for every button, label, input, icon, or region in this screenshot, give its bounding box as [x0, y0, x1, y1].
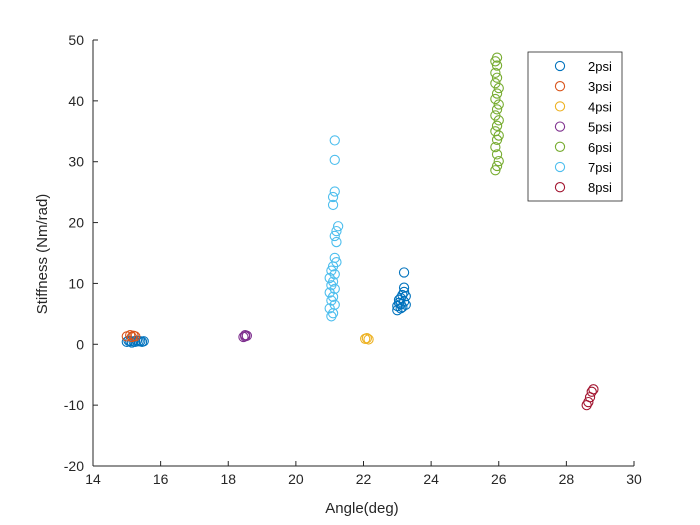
series-5psi [238, 330, 252, 343]
data-point [491, 52, 503, 63]
y-tick-label: 20 [68, 215, 84, 231]
data-point [395, 303, 406, 314]
data-point [331, 256, 342, 268]
legend-label: 8psi [588, 180, 612, 195]
y-tick-label: -20 [64, 458, 84, 474]
legend-label: 2psi [588, 59, 612, 74]
legend-marker [554, 141, 566, 152]
y-tick-label: 40 [68, 93, 84, 109]
data-point [363, 334, 374, 345]
legend-marker [554, 81, 566, 92]
data-point [331, 225, 342, 237]
legend-marker [554, 60, 566, 72]
series-8psi [581, 384, 599, 411]
data-point [490, 165, 501, 176]
data-point [490, 126, 501, 137]
data-point [586, 386, 597, 397]
data-point [490, 67, 501, 79]
plot-area: 14 16 18 20 22 24 26 28 30 -20 -10 0 10 20 30 40 50 [64, 32, 642, 487]
data-point [329, 269, 340, 280]
data-point [490, 93, 501, 105]
data-point [588, 384, 599, 395]
data-point [490, 110, 501, 121]
x-tick-label: 16 [153, 471, 169, 487]
x-tick-label: 26 [491, 471, 507, 487]
data-point [329, 154, 340, 166]
legend-marker [554, 121, 566, 132]
legend-marker [554, 101, 566, 112]
data-point [329, 252, 340, 264]
data-point [126, 331, 138, 343]
data-point [241, 330, 252, 341]
y-tick-label: 50 [68, 32, 84, 48]
legend-label: 5psi [588, 120, 612, 135]
x-axis-title: Angle(deg) [325, 500, 398, 517]
x-tick-label: 28 [559, 471, 575, 487]
data-point [491, 72, 503, 83]
series-2psi [121, 267, 411, 348]
data-point [493, 155, 504, 167]
data-point [398, 286, 410, 298]
legend-marker [554, 161, 566, 173]
x-tick-label: 30 [626, 471, 642, 487]
x-tick-label: 20 [288, 471, 304, 487]
y-tick-label: 10 [68, 275, 84, 291]
data-point [326, 265, 337, 276]
legend-box [527, 51, 623, 202]
y-axis-title: Stiffness (Nm/rad) [34, 194, 51, 315]
series-3psi [121, 330, 141, 343]
data-point [490, 141, 501, 153]
data-point [324, 272, 335, 284]
data-point [326, 311, 337, 322]
x-tick-label: 14 [85, 471, 101, 487]
series-4psi [360, 333, 374, 345]
data-point [324, 287, 335, 298]
legend: 2psi 3psi 4psi 5psi 6psi 7psi 8psi [527, 51, 623, 202]
data-point [491, 88, 503, 99]
data-point [491, 149, 503, 160]
x-tick-label: 18 [220, 471, 236, 487]
data-point [491, 60, 503, 71]
data-point [125, 330, 136, 341]
data-point [327, 276, 339, 287]
y-tick-label: 30 [68, 154, 84, 170]
data-point [331, 236, 342, 248]
data-point [332, 221, 344, 232]
data-point [583, 396, 594, 408]
legend-label: 7psi [588, 160, 612, 175]
series-7psi [324, 135, 344, 322]
data-point [138, 336, 149, 347]
data-point [329, 230, 340, 242]
data-point [126, 337, 138, 348]
y-tick-label: 0 [76, 336, 84, 352]
data-point [491, 160, 503, 172]
data-point [493, 99, 504, 110]
data-point [327, 199, 339, 211]
data-point [491, 120, 503, 131]
data-point [361, 333, 373, 344]
data-point [329, 186, 340, 197]
data-point [398, 267, 410, 278]
data-point [400, 299, 411, 310]
data-point [329, 283, 340, 295]
data-point [329, 135, 340, 146]
y-tick-label: -10 [64, 397, 84, 413]
legend-label: 6psi [588, 140, 612, 155]
data-point [490, 78, 501, 89]
data-point [130, 331, 141, 342]
legend-label: 4psi [588, 99, 612, 114]
data-point [491, 104, 503, 115]
data-point [400, 291, 411, 302]
legend-marker [554, 182, 566, 193]
series-6psi [490, 52, 504, 176]
legend-label: 3psi [588, 79, 612, 94]
data-point [324, 303, 335, 314]
data-point [397, 302, 408, 313]
x-tick-label: 24 [423, 471, 439, 487]
x-tick-label: 22 [356, 471, 372, 487]
data-point [327, 191, 339, 203]
